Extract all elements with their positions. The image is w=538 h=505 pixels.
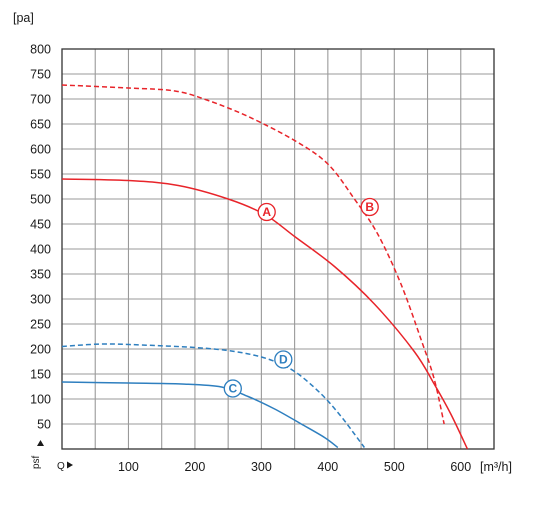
x-axis-symbol-text: Q [57, 461, 65, 472]
curve-d [61, 343, 366, 448]
curve-label-d: D [274, 350, 293, 369]
curve-label-b: B [360, 197, 379, 217]
curve-label-circle [257, 202, 276, 222]
x-tick-label: 200 [184, 460, 205, 474]
curve-label-circle [360, 197, 379, 217]
curve-a [61, 178, 469, 450]
y-tick-label: 750 [30, 68, 51, 82]
y-tick-labels: 50 100 150 200 250 300 350 400 450 500 550 600 650 70… [30, 43, 51, 432]
y-tick-label: 250 [30, 318, 51, 332]
x-tick-labels: 100 200 300 400 500 600 [118, 460, 471, 474]
curve-c [61, 381, 339, 449]
y-tick-label: 600 [30, 143, 51, 157]
curve-b [61, 84, 445, 425]
curve-label-c: C [223, 379, 242, 398]
curve-label-text: C [228, 382, 237, 396]
x-tick-label: 400 [317, 460, 338, 474]
curves [61, 84, 469, 450]
curve-label-circle [274, 350, 293, 369]
y-axis-symbol: psf [31, 440, 44, 469]
y-axis-arrow-icon [37, 440, 44, 446]
y-tick-label: 650 [30, 118, 51, 132]
plot-frame [61, 48, 495, 450]
x-unit-label: [m³/h] [480, 460, 512, 474]
x-tick-label: 600 [450, 460, 471, 474]
y-tick-label: 550 [30, 168, 51, 182]
y-tick-label: 450 [30, 218, 51, 232]
y-tick-label: 100 [30, 393, 51, 407]
y-tick-label: 200 [30, 343, 51, 357]
y-axis-symbol-text: psf [31, 455, 42, 469]
x-tick-label: 300 [251, 460, 272, 474]
curve-label-text: B [365, 200, 374, 214]
x-axis-arrow-icon [67, 461, 73, 469]
x-axis-symbol: Q [57, 461, 73, 472]
curve-label-text: A [262, 205, 271, 219]
y-unit-label: [pa] [13, 11, 34, 25]
y-tick-label: 500 [30, 193, 51, 207]
curve-label-text: D [279, 353, 288, 367]
y-tick-label: 400 [30, 243, 51, 257]
x-tick-label: 100 [118, 460, 139, 474]
x-tick-label: 500 [384, 460, 405, 474]
y-tick-label: 350 [30, 268, 51, 282]
curve-label-a: A [257, 202, 276, 222]
y-tick-label: 50 [37, 418, 51, 432]
grid [62, 49, 494, 449]
y-tick-label: 800 [30, 43, 51, 57]
curve-label-circle [223, 379, 242, 398]
y-tick-label: 300 [30, 293, 51, 307]
y-tick-label: 700 [30, 93, 51, 107]
curve-labels: A B C D [223, 197, 379, 398]
y-tick-label: 150 [30, 368, 51, 382]
